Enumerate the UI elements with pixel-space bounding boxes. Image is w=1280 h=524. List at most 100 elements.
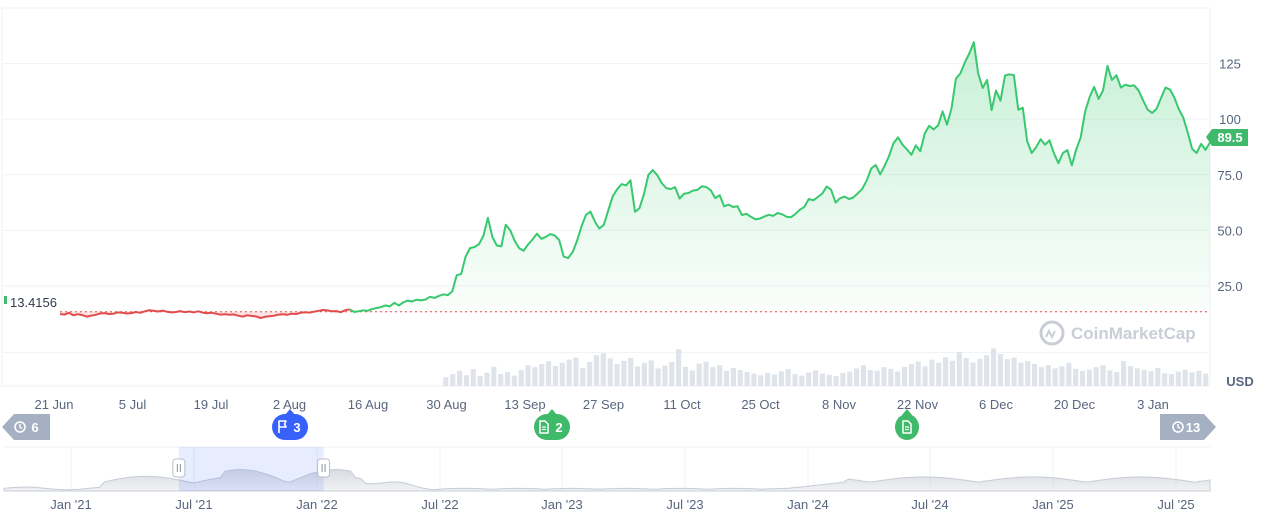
volume-bar [730, 368, 736, 386]
volume-bar [552, 366, 558, 386]
navigator-area [3, 468, 1211, 492]
volume-bar [1086, 369, 1092, 386]
volume-bar [559, 362, 565, 386]
volume-bar [771, 374, 778, 386]
volume-bar [1025, 361, 1031, 386]
volume-bar [1114, 372, 1120, 386]
current-price-label: 89.5 [1217, 130, 1242, 145]
x-tick-label: 8 Nov [822, 397, 856, 412]
y-tick-label: 125 [1219, 57, 1241, 72]
x-tick-label: 11 Oct [663, 397, 701, 412]
navigator[interactable]: Jan '21 Jul '21 Jan '22 Jul '22 Jan '23 Jul '… [3, 446, 1211, 512]
volume-bar [1059, 366, 1065, 386]
volume-bar [806, 372, 812, 386]
x-tick-label: 16 Aug [348, 397, 389, 412]
volume-bar [450, 374, 456, 386]
volume-bar [593, 355, 600, 386]
volume-bar [1052, 368, 1058, 386]
volume-bar [600, 353, 606, 386]
coinmarketcap-logo-icon [1039, 320, 1065, 346]
event-badge-count: 2 [555, 420, 562, 435]
y-tick-label: 75.0 [1217, 168, 1242, 183]
volume-bar [1162, 373, 1168, 386]
event-badge-count: 13 [1186, 420, 1200, 435]
event-badge-history[interactable]: 6 [2, 414, 50, 440]
volume-bar [1066, 362, 1072, 386]
volume-bar [874, 370, 880, 386]
document-icon [539, 420, 549, 434]
price-area [60, 42, 1210, 318]
volume-bar [1107, 370, 1113, 386]
x-tick-label: 3 Jan [1137, 397, 1169, 412]
x-tick-label: 25 Oct [741, 397, 780, 412]
navigator-tick-label: Jan '22 [296, 497, 338, 512]
document-icon [902, 420, 912, 434]
volume-bar [1018, 362, 1024, 386]
volume-bar [751, 373, 757, 386]
volume-bar [943, 357, 949, 386]
volume-bar [614, 364, 620, 386]
volume-bar [710, 367, 716, 386]
volume-bar [443, 377, 449, 386]
y-axis: 25.0 50.0 75.0 100 125 [1217, 57, 1242, 294]
volume-bar [765, 372, 771, 386]
x-tick-label: 19 Jul [194, 397, 229, 412]
volume-bar [737, 370, 743, 386]
event-badge-flag[interactable]: 3 [272, 409, 308, 440]
navigator-tick-label: Jul '24 [911, 497, 948, 512]
navigator-tick-label: Jan '25 [1032, 497, 1074, 512]
x-axis: 21 Jun 5 Jul 19 Jul 2 Aug 16 Aug 30 Aug 13 Sep… [34, 397, 1168, 412]
clock-icon [1172, 421, 1184, 433]
volume-bar [1073, 368, 1079, 386]
volume-bar [895, 371, 901, 386]
volume-bar [929, 359, 935, 386]
price-line-down [59, 308, 350, 319]
watermark-text: CoinMarketCap [1071, 324, 1196, 343]
volume-bar [990, 348, 997, 386]
volume-bar [723, 370, 730, 386]
volume-bar [963, 358, 969, 386]
x-tick-label: 5 Jul [119, 397, 147, 412]
x-tick-label: 21 Jun [34, 397, 73, 412]
volume-bar [860, 365, 867, 386]
volume-bar [936, 362, 942, 386]
navigator-tick-label: Jul '22 [421, 497, 458, 512]
price-line-up [349, 41, 1211, 313]
volume-bar [477, 376, 483, 386]
volume-bar [915, 361, 921, 386]
flag-icon [278, 420, 287, 433]
price-line [59, 41, 1211, 319]
navigator-selection[interactable] [178, 447, 324, 491]
navigator-tick-label: Jul '25 [1157, 497, 1194, 512]
volume-bar [587, 362, 593, 386]
volume-bar [1196, 370, 1202, 386]
baseline-value: 13.4156 [10, 295, 57, 310]
volume-bar [532, 367, 538, 386]
x-tick-label: 13 Sep [504, 397, 545, 412]
event-badge-count: 3 [293, 420, 300, 435]
x-tick-label: 2 Aug [273, 397, 306, 412]
volume-bar [778, 371, 784, 386]
event-badge-document[interactable] [895, 409, 919, 440]
event-badge-clock[interactable]: 13 [1160, 414, 1216, 440]
current-price-tag: 89.5 [1206, 129, 1248, 146]
event-badges[interactable]: 6 3 2 13 [2, 409, 1216, 440]
volume-bar [997, 354, 1003, 386]
volume-bar [1079, 370, 1086, 386]
volume-bar [463, 375, 470, 386]
volume-bar [641, 362, 647, 386]
volume-bar [621, 360, 627, 386]
volume-bar [504, 372, 511, 386]
volume-bar [833, 376, 839, 386]
navigator-tick-label: Jul '21 [175, 497, 212, 512]
event-badge-document[interactable]: 2 [534, 409, 570, 440]
volume-bar [840, 372, 846, 386]
navigator-handle-left[interactable] [172, 458, 186, 478]
volume-bar [696, 363, 702, 386]
watermark: CoinMarketCap [1039, 320, 1196, 346]
navigator-handle-right[interactable] [317, 458, 331, 478]
volume-bar [1011, 357, 1017, 386]
volume-bar [580, 368, 586, 386]
volume-bar [1100, 365, 1106, 386]
